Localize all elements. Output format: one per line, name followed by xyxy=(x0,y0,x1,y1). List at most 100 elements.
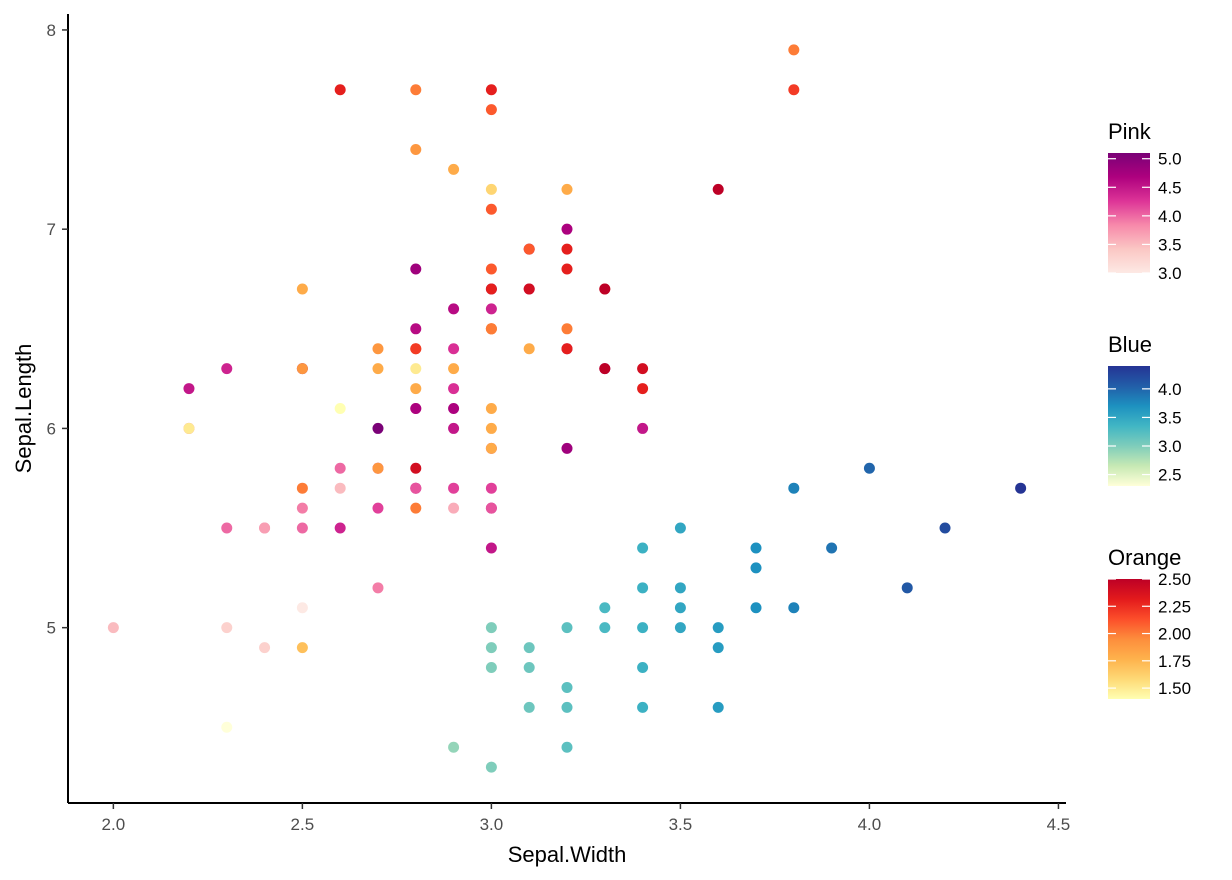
data-point-orange xyxy=(410,363,422,375)
data-point-blue xyxy=(637,582,649,594)
data-point-orange xyxy=(334,84,346,96)
data-point-blue xyxy=(750,562,762,574)
legend-blue: Blue 2.5 3.0 3.5 4.0 xyxy=(1108,332,1182,486)
legend-title: Orange xyxy=(1108,545,1181,570)
legend-tick-label: 3.0 xyxy=(1158,264,1182,283)
legend-tick-label: 3.0 xyxy=(1158,437,1182,456)
data-point-orange xyxy=(372,343,384,355)
data-point-orange xyxy=(372,462,384,474)
data-point-blue xyxy=(523,642,535,654)
legend-tick-label: 2.5 xyxy=(1158,466,1182,485)
legend-tick-label: 5.0 xyxy=(1158,150,1182,169)
data-point-pink xyxy=(448,383,460,395)
data-point-pink xyxy=(448,422,460,434)
data-point-pink xyxy=(183,383,195,395)
data-point-orange xyxy=(296,482,308,494)
data-point-orange xyxy=(410,462,422,474)
legend-title: Blue xyxy=(1108,332,1152,357)
legend-tick-label: 1.50 xyxy=(1158,679,1191,698)
data-point-blue xyxy=(1015,482,1027,494)
data-point-orange xyxy=(485,104,497,116)
data-point-blue xyxy=(637,662,649,674)
data-point-pink xyxy=(485,482,497,494)
data-point-pink xyxy=(448,343,460,355)
legend-tick-label: 2.25 xyxy=(1158,597,1191,616)
x-tick-label: 3.0 xyxy=(480,815,504,834)
data-point-pink xyxy=(561,442,573,454)
data-point-blue xyxy=(523,701,535,713)
data-point-blue xyxy=(599,602,611,614)
legend-colorbar xyxy=(1108,366,1150,486)
x-tick-label: 3.5 xyxy=(669,815,693,834)
data-point-pink xyxy=(485,502,497,514)
x-tick-label: 4.5 xyxy=(1047,815,1071,834)
data-point-blue xyxy=(674,582,686,594)
data-point-orange xyxy=(485,323,497,335)
x-tick-label: 2.0 xyxy=(102,815,126,834)
data-point-blue xyxy=(637,542,649,554)
points-layer xyxy=(107,44,1027,773)
data-point-orange xyxy=(183,422,195,434)
data-point-pink xyxy=(448,502,460,514)
data-point-blue xyxy=(561,681,573,693)
data-point-pink xyxy=(637,422,649,434)
data-point-blue xyxy=(712,622,724,634)
data-point-pink xyxy=(334,522,346,534)
data-point-blue xyxy=(750,542,762,554)
legend-tick-label: 3.5 xyxy=(1158,408,1182,427)
data-point-orange xyxy=(485,283,497,295)
x-axis-title: Sepal.Width xyxy=(508,842,627,867)
data-point-pink xyxy=(372,422,384,434)
data-point-blue xyxy=(221,721,233,733)
data-point-blue xyxy=(485,642,497,654)
data-point-pink xyxy=(410,482,422,494)
data-point-pink xyxy=(448,403,460,414)
data-point-orange xyxy=(561,263,573,275)
legend-tick-label: 4.0 xyxy=(1158,380,1182,399)
data-point-blue xyxy=(788,482,800,494)
data-point-pink xyxy=(561,223,573,235)
x-tick-label: 2.5 xyxy=(291,815,315,834)
data-point-orange xyxy=(788,84,800,96)
data-point-pink xyxy=(296,602,308,614)
data-point-blue xyxy=(750,602,762,614)
data-point-blue xyxy=(523,662,535,674)
data-point-orange xyxy=(788,44,800,56)
data-point-orange xyxy=(561,183,573,195)
data-point-orange xyxy=(485,442,497,454)
data-point-orange xyxy=(599,283,611,295)
data-point-pink xyxy=(485,303,497,315)
data-point-blue xyxy=(561,741,573,753)
data-point-orange xyxy=(296,642,308,654)
data-point-pink xyxy=(448,482,460,494)
data-point-pink xyxy=(221,363,233,375)
legend: Pink 3.0 3.5 4.0 4.5 5.0 Blue 2.5 3.0 3.5 4.0 Orang… xyxy=(1108,119,1191,699)
data-point-blue xyxy=(599,622,611,634)
data-point-orange xyxy=(334,403,346,414)
data-point-orange xyxy=(485,422,497,434)
data-point-orange xyxy=(561,343,573,355)
legend-colorbar xyxy=(1108,153,1150,273)
data-point-orange xyxy=(599,363,611,375)
data-point-orange xyxy=(485,403,497,414)
data-point-orange xyxy=(485,263,497,275)
legend-title: Pink xyxy=(1108,119,1152,144)
data-point-pink xyxy=(410,263,422,275)
data-point-pink xyxy=(334,482,346,494)
data-point-pink xyxy=(259,522,271,534)
data-point-orange xyxy=(561,243,573,255)
legend-tick-label: 4.0 xyxy=(1158,207,1182,226)
data-point-orange xyxy=(296,283,308,295)
x-tick-label: 4.0 xyxy=(858,815,882,834)
data-point-blue xyxy=(939,522,951,534)
data-point-blue xyxy=(674,622,686,634)
data-point-pink xyxy=(485,542,497,554)
data-point-orange xyxy=(410,502,422,514)
data-point-blue xyxy=(561,701,573,713)
data-point-pink xyxy=(107,622,119,634)
data-point-pink xyxy=(448,303,460,315)
data-point-orange xyxy=(448,363,460,375)
data-point-blue xyxy=(788,602,800,614)
y-axis-title: Sepal.Length xyxy=(11,344,36,474)
data-point-blue xyxy=(901,582,913,594)
